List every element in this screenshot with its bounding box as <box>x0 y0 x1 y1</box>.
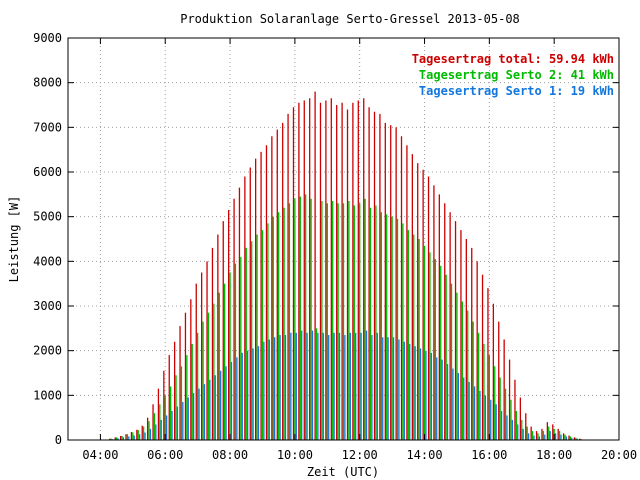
legend-entry: Tagesertrag Serto 2: 41 kWh <box>419 68 614 82</box>
x-tick-label: 10:00 <box>277 448 313 462</box>
y-tick-label: 4000 <box>33 254 62 268</box>
y-tick-label: 0 <box>55 433 62 447</box>
plot-frame <box>67 37 620 441</box>
y-tick-label: 6000 <box>33 165 62 179</box>
y-axis-label: Leistung [W] <box>7 196 21 283</box>
bars-layer <box>109 91 584 440</box>
x-axis-label: Zeit (UTC) <box>307 465 379 479</box>
y-tick-label: 7000 <box>33 120 62 134</box>
legend: Tagesertrag total: 59.94 kWh Tagesertrag … <box>412 52 614 98</box>
x-tick-label: 18:00 <box>536 448 572 462</box>
y-tick-label: 3000 <box>33 299 62 313</box>
ticks-layer: 0 1000 2000 3000 4000 5000 6000 7000 8000 9000 04:… <box>33 31 637 462</box>
x-tick-label: 20:00 <box>601 448 637 462</box>
x-tick-label: 12:00 <box>342 448 378 462</box>
legend-entry: Tagesertrag total: 59.94 kWh <box>412 52 614 66</box>
x-tick-label: 16:00 <box>471 448 507 462</box>
x-tick-label: 04:00 <box>82 448 118 462</box>
x-tick-label: 06:00 <box>147 448 183 462</box>
y-tick-label: 5000 <box>33 210 62 224</box>
legend-entry: Tagesertrag Serto 1: 19 kWh <box>419 84 614 98</box>
x-tick-label: 14:00 <box>406 448 442 462</box>
y-tick-label: 1000 <box>33 388 62 402</box>
x-tick-label: 08:00 <box>212 448 248 462</box>
chart-title: Produktion Solaranlage Serto-Gressel 201… <box>180 12 520 26</box>
y-tick-label: 2000 <box>33 344 62 358</box>
y-tick-label: 9000 <box>33 31 62 45</box>
y-tick-label: 8000 <box>33 76 62 90</box>
